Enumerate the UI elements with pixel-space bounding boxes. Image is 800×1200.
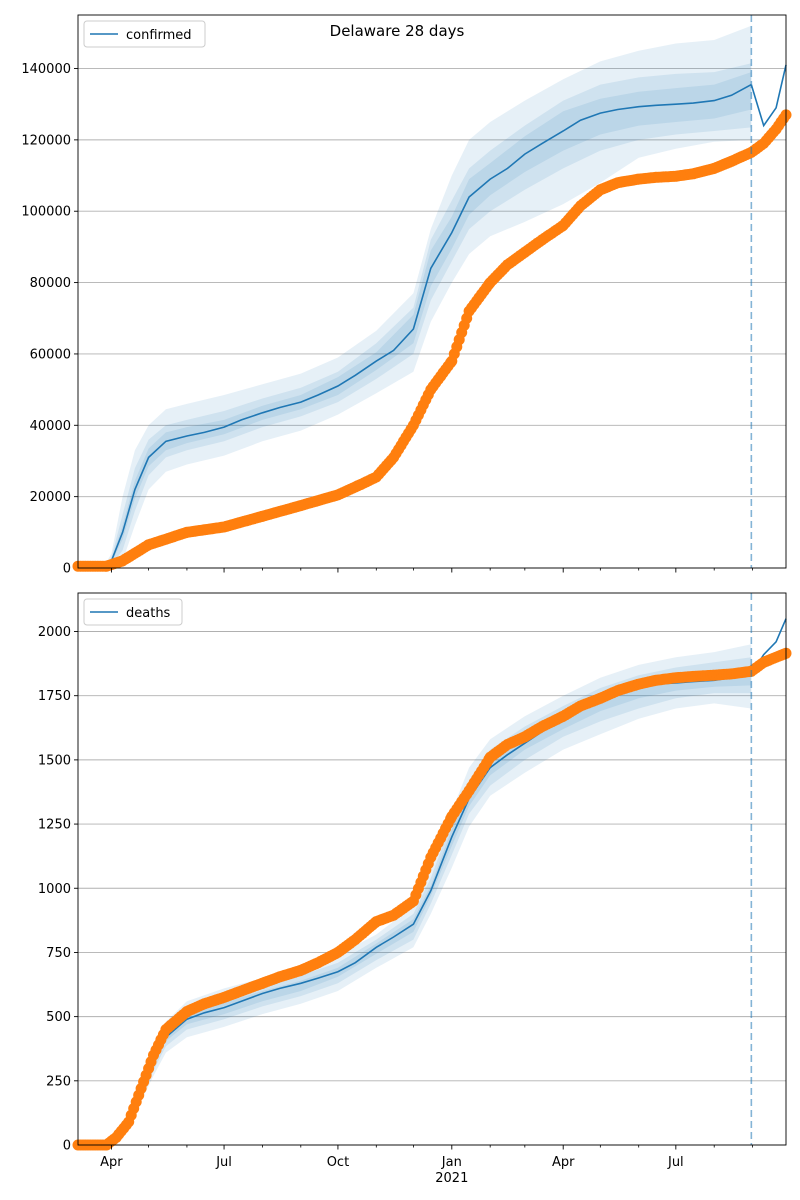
y-tick-label: 40000 bbox=[30, 419, 71, 434]
y-tick-label: 80000 bbox=[30, 276, 71, 291]
x-tick-label: Jan bbox=[441, 1155, 462, 1170]
y-tick-label: 1250 bbox=[38, 818, 71, 833]
forecast-line bbox=[750, 64, 787, 128]
y-tick-label: 1500 bbox=[38, 753, 71, 768]
x-tick-label: Apr bbox=[552, 1155, 575, 1170]
legend-box bbox=[83, 20, 206, 48]
x-tick-year-label: 2021 bbox=[435, 1171, 468, 1186]
y-tick-label: 750 bbox=[46, 946, 71, 961]
x-tick-label: Jul bbox=[215, 1155, 232, 1170]
y-tick-label: 140000 bbox=[21, 62, 71, 77]
legend-label: confirmed bbox=[126, 28, 192, 43]
y-tick-label: 120000 bbox=[21, 133, 71, 148]
deaths-panel: 0 250 500 750 1000 1250 1500 1750 2000 Apr Jul Oct J… bbox=[38, 592, 792, 1186]
y-tick-label: 1750 bbox=[38, 689, 71, 704]
legend-box bbox=[83, 598, 183, 626]
y-tick-label: 0 bbox=[63, 562, 71, 577]
y-tick-label: 100000 bbox=[21, 205, 71, 220]
confirmed-panel: 0 20000 40000 60000 80000 100000 120000 140000 c… bbox=[21, 14, 792, 577]
confidence-band bbox=[78, 72, 752, 568]
legend: deaths bbox=[83, 598, 183, 626]
legend: confirmed bbox=[83, 20, 206, 48]
x-tick-label: Apr bbox=[100, 1155, 123, 1170]
y-tick-label: 20000 bbox=[30, 490, 71, 505]
x-tick-label: Oct bbox=[327, 1155, 349, 1170]
confidence-band bbox=[78, 644, 752, 1145]
figure-title: Delaware 28 days bbox=[330, 22, 465, 40]
y-tick-label: 500 bbox=[46, 1010, 71, 1025]
y-tick-label: 250 bbox=[46, 1074, 71, 1089]
confidence-band bbox=[78, 25, 752, 568]
plot-frame bbox=[77, 592, 787, 1146]
legend-label: deaths bbox=[126, 606, 171, 621]
y-tick-label: 60000 bbox=[30, 347, 71, 362]
y-tick-label: 0 bbox=[63, 1139, 71, 1154]
model-line bbox=[78, 83, 752, 569]
y-tick-label: 2000 bbox=[38, 625, 71, 640]
confidence-band bbox=[78, 63, 752, 568]
plot-frame bbox=[77, 14, 787, 569]
x-tick-label: Jul bbox=[667, 1155, 684, 1170]
y-tick-label: 1000 bbox=[38, 882, 71, 897]
